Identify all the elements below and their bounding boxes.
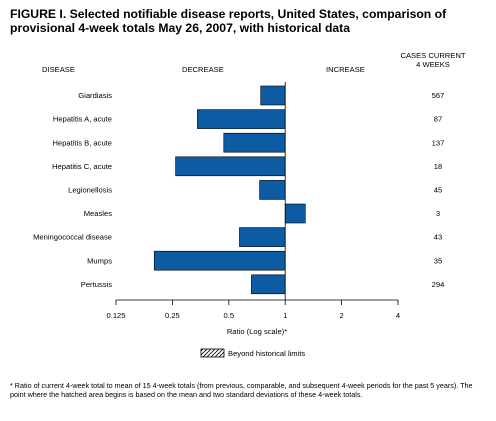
bar xyxy=(175,156,286,177)
category-label: Hepatitis C, acute xyxy=(52,162,112,171)
x-tick-label: 0.125 xyxy=(106,311,125,320)
bar xyxy=(284,203,306,224)
footnote: * Ratio of current 4-week total to mean … xyxy=(10,381,473,399)
category-label: Pertussis xyxy=(81,280,112,289)
disease-header: DISEASE xyxy=(42,65,75,74)
category-label: Giardiasis xyxy=(78,91,112,100)
category-label: Hepatitis A, acute xyxy=(53,115,112,124)
bar xyxy=(153,250,286,271)
legend-label: Beyond historical limits xyxy=(228,349,305,358)
category-label: Measles xyxy=(84,209,112,218)
category-label: Meningococcal disease xyxy=(33,233,112,242)
cases-value: 43 xyxy=(434,233,442,242)
x-tick-label: 0.25 xyxy=(165,311,180,320)
cases-value: 294 xyxy=(432,280,445,289)
cases-value: 87 xyxy=(434,115,442,124)
cases-value: 567 xyxy=(432,91,445,100)
x-tick-label: 4 xyxy=(396,311,400,320)
cases-value: 45 xyxy=(434,186,442,195)
decrease-header: DECREASE xyxy=(182,65,224,74)
x-tick-label: 0.5 xyxy=(224,311,235,320)
cases-value: 18 xyxy=(434,162,442,171)
bar xyxy=(251,274,286,295)
bar xyxy=(197,109,286,129)
cases-value: 35 xyxy=(434,256,442,265)
x-tick-label: 2 xyxy=(339,311,343,320)
legend: Beyond historical limits xyxy=(200,348,305,358)
bar xyxy=(239,227,286,247)
bar xyxy=(259,180,286,200)
cases-value: 3 xyxy=(436,209,440,218)
figure-title: FIGURE I. Selected notifiable disease re… xyxy=(10,7,447,35)
x-axis-label: Ratio (Log scale)* xyxy=(227,327,287,336)
x-tick-label: 1 xyxy=(283,311,287,320)
cases-value: 137 xyxy=(432,138,445,147)
cases-header-line2: 4 WEEKS xyxy=(416,60,450,69)
category-label: Mumps xyxy=(87,256,112,265)
category-label: Hepatitis B, acute xyxy=(52,138,112,147)
increase-header: INCREASE xyxy=(326,65,365,74)
bar xyxy=(260,85,286,106)
category-label: Legionellosis xyxy=(68,186,112,195)
cases-header-line1: CASES CURRENT xyxy=(401,51,466,60)
legend-hatch-swatch xyxy=(200,348,225,358)
bar xyxy=(223,132,286,153)
x-axis: 0.125 0.25 0.5 1 2 4 xyxy=(106,82,400,320)
chart-rows: Giardiasis 567 Hepatitis A, acute 87 Hepatit… xyxy=(33,85,445,295)
